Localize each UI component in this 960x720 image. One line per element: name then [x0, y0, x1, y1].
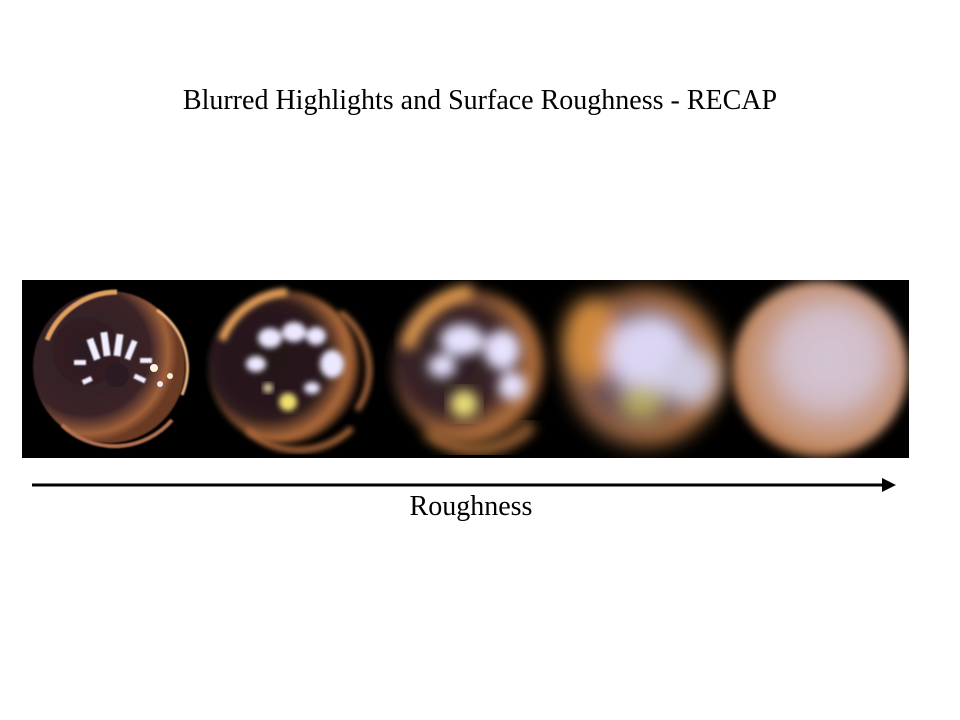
sphere-roughness-3	[393, 291, 545, 450]
sphere-roughness-2	[208, 291, 369, 450]
sphere-roughness-1	[33, 291, 188, 446]
sphere-roughness-5	[732, 281, 908, 457]
sphere-roughness-4	[564, 289, 723, 445]
sphere-strip	[22, 280, 909, 458]
roughness-label: Roughness	[0, 489, 942, 525]
slide-title: Blurred Highlights and Surface Roughness…	[0, 81, 960, 121]
